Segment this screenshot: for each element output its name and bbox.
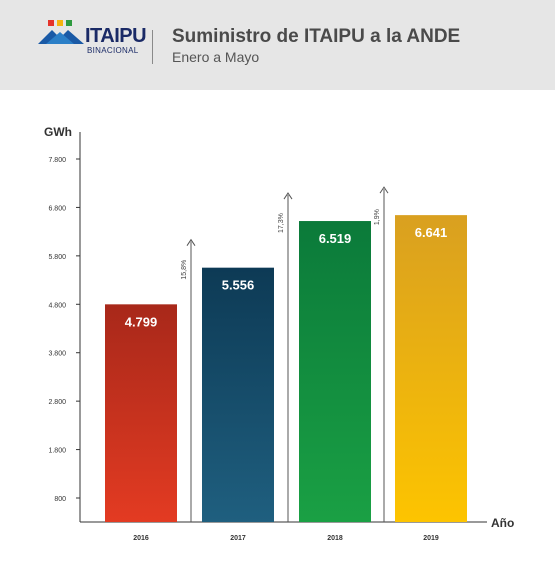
x-tick-label: 2017 bbox=[230, 535, 246, 542]
y-tick-label: 6.800 bbox=[48, 205, 66, 212]
bar-value-label: 4.799 bbox=[125, 314, 158, 329]
header-banner: ITAIPU BINACIONAL Suministro de ITAIPU a… bbox=[0, 0, 555, 90]
bar-2018 bbox=[299, 221, 371, 523]
growth-label: 1,9% bbox=[374, 209, 381, 225]
header-divider bbox=[152, 30, 153, 64]
y-axis-label: GWh bbox=[44, 125, 72, 139]
bar-2019 bbox=[395, 215, 467, 522]
y-tick-label: 2.800 bbox=[48, 399, 66, 406]
logo-subtext: BINACIONAL bbox=[87, 46, 139, 55]
bar-value-label: 6.641 bbox=[415, 225, 448, 240]
x-axis-label: Año bbox=[491, 516, 514, 530]
growth-label: 15,8% bbox=[181, 260, 188, 280]
x-tick-label: 2016 bbox=[133, 535, 149, 542]
itaipu-logo-icon bbox=[38, 20, 84, 44]
bar-value-label: 6.519 bbox=[319, 231, 352, 246]
y-tick-label: 7.800 bbox=[48, 157, 66, 164]
growth-arrow-head bbox=[379, 186, 389, 194]
growth-arrow-head bbox=[186, 238, 196, 246]
y-tick-label: 5.800 bbox=[48, 254, 66, 261]
y-tick-label: 1.800 bbox=[48, 448, 66, 455]
growth-arrow-head bbox=[283, 192, 293, 200]
bar-2016 bbox=[105, 304, 177, 522]
bar-2017 bbox=[202, 267, 274, 522]
bar-value-label: 5.556 bbox=[222, 278, 255, 293]
y-tick-label: 4.800 bbox=[48, 302, 66, 309]
y-tick-label: 800 bbox=[54, 496, 66, 503]
page-subtitle: Enero a Mayo bbox=[172, 49, 260, 65]
y-tick-label: 3.800 bbox=[48, 351, 66, 358]
growth-label: 17,3% bbox=[278, 213, 285, 233]
x-tick-label: 2019 bbox=[423, 535, 439, 542]
x-tick-label: 2018 bbox=[327, 535, 343, 542]
page-title: Suministro de ITAIPU a la ANDE bbox=[172, 26, 461, 47]
logo-wordmark: ITAIPU bbox=[85, 25, 147, 47]
